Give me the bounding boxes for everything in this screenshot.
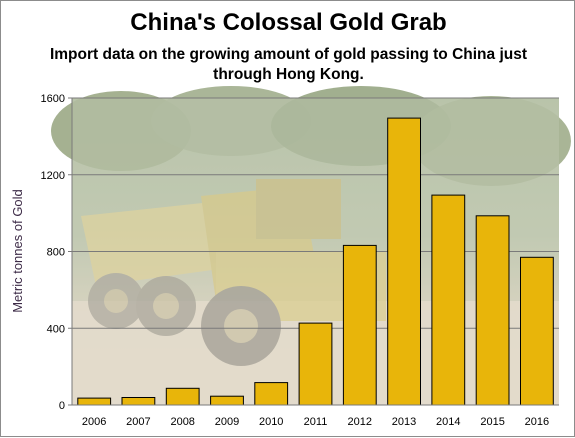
dump-truck <box>81 179 386 366</box>
bar-2006 <box>77 397 112 406</box>
x-tick-label: 2006 <box>82 416 106 428</box>
bar-2014 <box>431 194 466 406</box>
x-tick-label: 2008 <box>170 416 194 428</box>
y-tick-label: 1200 <box>41 170 65 182</box>
bar-2007 <box>121 397 156 406</box>
x-tick-label: 2014 <box>436 416 460 428</box>
x-tick-label: 2012 <box>348 416 372 428</box>
bar-2016 <box>520 256 554 406</box>
y-ticks: 0 400 800 1200 1600 <box>41 93 72 412</box>
x-ticks: 2006 2007 2008 2009 2010 2011 2012 2013 2014 2015… <box>82 416 549 428</box>
bars <box>77 117 554 406</box>
bar-2015 <box>475 215 510 406</box>
bar-2012 <box>342 244 377 406</box>
bar-2008 <box>165 387 200 406</box>
x-tick-label: 2016 <box>525 416 549 428</box>
bar-2011 <box>298 322 333 406</box>
y-tick-label: 800 <box>47 247 65 259</box>
bar-2010 <box>254 382 289 406</box>
x-tick-label: 2015 <box>480 416 504 428</box>
y-tick-label: 0 <box>59 400 65 412</box>
x-tick-label: 2009 <box>215 416 239 428</box>
x-tick-label: 2007 <box>126 416 150 428</box>
y-tick-label: 400 <box>47 323 65 335</box>
y-tick-label: 1600 <box>41 93 65 105</box>
bar-2013 <box>387 117 422 406</box>
x-tick-label: 2011 <box>304 416 328 428</box>
bar-2009 <box>210 395 244 406</box>
chart-title: China's Colossal Gold Grab <box>130 9 447 36</box>
x-tick-label: 2010 <box>259 416 283 428</box>
x-tick-label: 2013 <box>392 416 416 428</box>
chart-subtitle: Import data on the growing amount of gol… <box>49 46 528 83</box>
